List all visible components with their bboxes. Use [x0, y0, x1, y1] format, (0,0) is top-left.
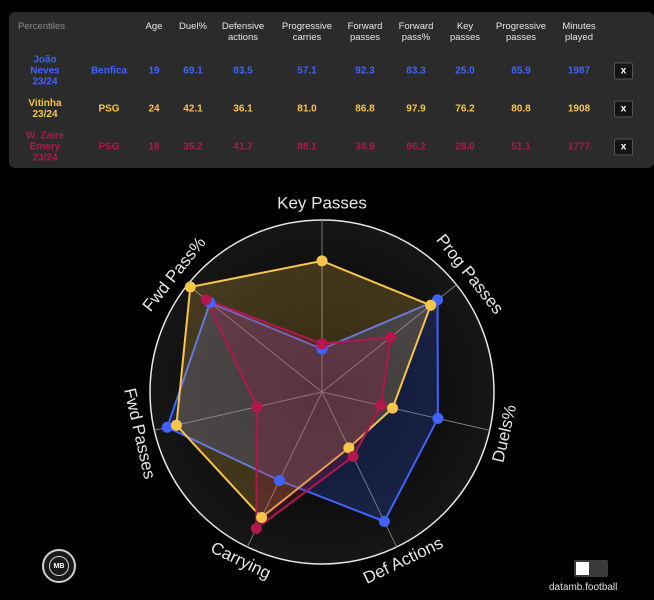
radar-point	[316, 255, 328, 267]
radar-point	[343, 442, 355, 454]
radar-point	[347, 451, 359, 463]
progressive-carries-value: 88.1	[297, 141, 317, 153]
forward-passes-value: 38.9	[355, 141, 375, 153]
progressive-passes-value: 80.8	[511, 103, 531, 115]
header-minutes-played: Minutes played	[562, 21, 596, 43]
header-progressive-passes: Progressive passes	[495, 21, 547, 43]
radar-series-area	[175, 259, 432, 519]
radar-point	[200, 294, 212, 306]
radar-series-area	[166, 298, 439, 523]
progressive-passes-value: 51.1	[511, 141, 531, 153]
forward-pass-pct-value: 97.9	[406, 103, 426, 115]
radar-point	[250, 523, 262, 534]
radar-point	[375, 400, 387, 411]
defensive-actions-value: 83.5	[233, 65, 253, 77]
defensive-actions-value: 36.1	[233, 103, 253, 115]
radar-spoke	[321, 391, 490, 431]
header-key-passes: Key passes	[449, 21, 481, 43]
age-value: 19	[148, 65, 160, 77]
forward-pass-pct-value: 86.2	[406, 141, 426, 153]
radar-point	[425, 299, 437, 311]
remove-player-button[interactable]: x	[614, 138, 633, 156]
radar-point	[273, 475, 285, 486]
radar-axis-label: Key Passes	[277, 193, 367, 212]
key-passes-value: 76.2	[455, 103, 475, 115]
radar-series-area	[205, 298, 392, 530]
radar-point	[378, 515, 390, 527]
player-name: W. Zaïre Emery 23/24	[25, 130, 65, 164]
progressive-carries-value: 81.0	[297, 103, 317, 115]
team-name: PSG	[98, 103, 120, 115]
defensive-actions-value: 41.7	[233, 141, 253, 153]
player-name: João Neves 23/24	[30, 54, 60, 88]
radar-point	[316, 338, 328, 350]
key-passes-value: 25.0	[455, 65, 475, 77]
radar-point	[385, 331, 397, 343]
player-name: Vitinha 23/24	[28, 98, 62, 120]
key-passes-value: 28.0	[455, 141, 475, 153]
radar-spoke	[154, 391, 323, 431]
radar-point	[170, 419, 182, 431]
radar-point	[432, 412, 444, 424]
comparison-table: Percentiles Age Duel% Defensive actions …	[9, 12, 654, 168]
team-name: Benfica	[90, 65, 128, 77]
progressive-passes-value: 85.9	[511, 65, 531, 77]
radar-point	[161, 421, 173, 433]
team-name: PSG	[98, 141, 120, 153]
duel-pct-value: 69.1	[183, 65, 203, 77]
minutes-played-value: 1908	[567, 103, 591, 115]
header-age: Age	[145, 21, 163, 32]
radar-point	[387, 402, 399, 414]
age-value: 18	[148, 141, 160, 153]
header-duel-pct: Duel%	[179, 21, 207, 32]
forward-passes-value: 92.3	[355, 65, 375, 77]
logo-icon: MB	[42, 549, 76, 583]
progressive-carries-value: 57.1	[297, 65, 317, 77]
forward-pass-pct-value: 83.3	[406, 65, 426, 77]
logo-text: MB	[49, 556, 69, 576]
radar-point	[256, 512, 268, 523]
credit-text: datamb.football	[549, 582, 618, 593]
header-defensive-actions: Defensive actions	[221, 21, 265, 43]
minutes-played-value: 1987	[567, 65, 591, 77]
radar-point	[184, 281, 196, 293]
age-value: 24	[148, 103, 160, 115]
header-forward-passes: Forward passes	[347, 21, 383, 43]
duel-pct-value: 42.1	[183, 103, 203, 115]
toggle-knob	[576, 562, 589, 575]
remove-player-button[interactable]: x	[614, 100, 633, 118]
header-progressive-carries: Progressive carries	[281, 21, 333, 43]
minutes-played-value: 1777	[567, 141, 591, 153]
radar-point	[251, 401, 263, 413]
header-percentiles: Percentiles	[18, 21, 65, 32]
duel-pct-value: 35.2	[183, 141, 203, 153]
remove-player-button[interactable]: x	[614, 62, 633, 80]
header-forward-pass-pct: Forward pass%	[398, 21, 434, 43]
theme-toggle[interactable]	[574, 560, 608, 577]
forward-passes-value: 86.8	[355, 103, 375, 115]
